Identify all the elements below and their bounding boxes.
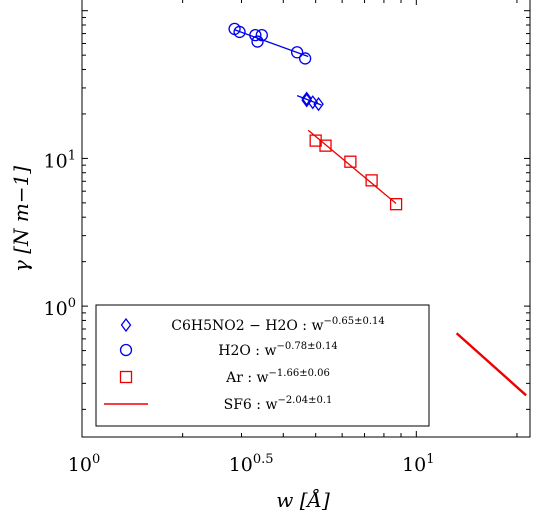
legend-square-symbol (119, 370, 133, 384)
fit-line (455, 332, 527, 397)
square-marker (389, 198, 403, 211)
plot-frame (81, 0, 531, 438)
square-marker (344, 155, 357, 168)
legend: C6H5NO2 − H2O : w−0.65±0.14 H2O : w−0.78±… (95, 304, 430, 427)
legend-label: H2O : w−0.78±0.14 (218, 341, 338, 359)
circle-marker (251, 35, 264, 48)
legend-circle-symbol (119, 343, 133, 357)
legend-label: SF6 : w−2.04±0.1 (224, 395, 333, 413)
circle-marker (249, 29, 262, 42)
diamond-marker (301, 91, 313, 106)
y-axis-label-text: γ [N m−1] (9, 166, 33, 272)
circle-marker (298, 52, 312, 65)
legend-entries: C6H5NO2 − H2O : w−0.65±0.14 H2O : w−0.78±… (104, 316, 385, 413)
legend-diamond-symbol (120, 317, 132, 333)
x-tick-label: 101 (402, 452, 434, 476)
fit-line (234, 29, 309, 58)
x-axis-label-text: w [Å] (276, 487, 330, 512)
diamond-marker (313, 97, 324, 112)
circle-marker (290, 46, 304, 59)
y-axis-label: γ [N m−1] (9, 166, 33, 272)
x-tick-label: 100.5 (229, 452, 274, 476)
square-marker (319, 139, 332, 152)
x-axis-label: w [Å] (276, 487, 330, 512)
legend-box (95, 304, 430, 427)
diamond-marker (307, 95, 319, 110)
circle-marker (233, 25, 246, 39)
circle-marker (255, 29, 268, 42)
y-tick-label: 100 (44, 296, 76, 320)
data-points (228, 22, 403, 211)
x-tick-label: 100 (68, 452, 100, 476)
legend-label: C6H5NO2 − H2O : w−0.65±0.14 (171, 316, 385, 334)
diamond-marker (301, 93, 313, 108)
axis-tick-labels: 100 100.5 101 100 101 (44, 148, 435, 476)
y-tick-label: 101 (44, 148, 76, 172)
axis-ticks (81, 0, 530, 437)
square-marker (365, 174, 378, 187)
legend-label: Ar : w−1.66±0.06 (225, 368, 330, 386)
